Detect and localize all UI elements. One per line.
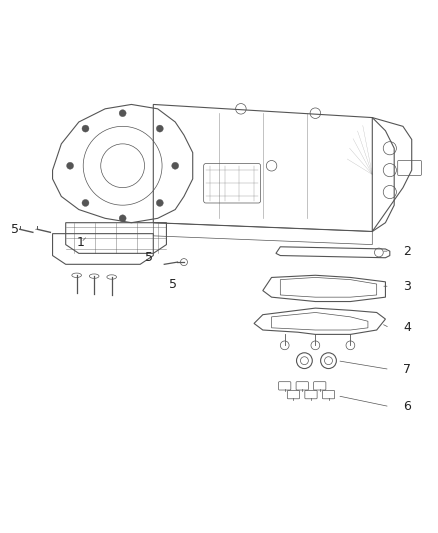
Text: 3: 3 <box>403 280 411 293</box>
Text: 4: 4 <box>403 321 411 334</box>
Circle shape <box>119 215 126 222</box>
Text: 2: 2 <box>403 245 411 257</box>
Circle shape <box>82 125 89 132</box>
Text: 5: 5 <box>11 223 19 236</box>
Text: 6: 6 <box>403 400 411 413</box>
Circle shape <box>156 125 163 132</box>
Circle shape <box>156 199 163 206</box>
Text: 5: 5 <box>169 278 177 290</box>
Circle shape <box>67 162 74 169</box>
Circle shape <box>82 199 89 206</box>
Circle shape <box>119 110 126 117</box>
Text: 7: 7 <box>403 363 411 376</box>
Text: 1: 1 <box>77 236 85 249</box>
Text: 5: 5 <box>145 251 153 264</box>
Circle shape <box>172 162 179 169</box>
